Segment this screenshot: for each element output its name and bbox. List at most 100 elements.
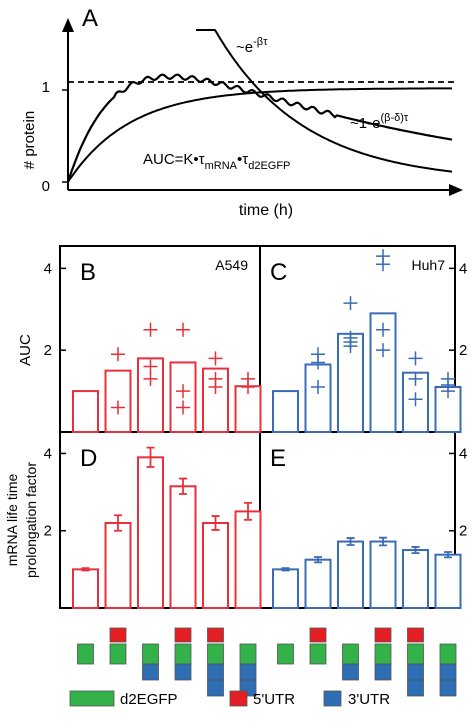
auc-sub-mrna: mRNA <box>205 160 238 172</box>
replicate-c-2-2 <box>311 355 325 370</box>
bar-e-5 <box>402 549 429 610</box>
panel-a-ylabel: # protein <box>21 111 38 169</box>
replicate-b-3-3 <box>143 371 158 386</box>
ytick-label-d-4: 4 <box>44 445 52 462</box>
bar-d-3 <box>137 456 164 609</box>
replicate-c-5-2 <box>408 371 423 386</box>
construct-left-5-d2egfp <box>207 643 224 665</box>
ytick-label-c-4: 4 <box>459 260 467 277</box>
bar-panels: B C D E A549 Huh7 AUC mRNA life time pro… <box>4 245 468 610</box>
rise-annotation-sup: (β-δ)τ <box>380 112 408 124</box>
replicate-b-5-3 <box>208 380 223 394</box>
panel-a-y-arrow <box>62 18 74 32</box>
constructs-layer <box>77 627 457 697</box>
auc-sub-d2egfp: d2EGFP <box>248 160 290 172</box>
construct-right-1-d2egfp <box>277 643 294 665</box>
construct-left-6-d2egfp <box>239 643 257 665</box>
construct-right-3-3utr-1 <box>342 663 359 681</box>
construct-right-5-d2egfp <box>407 643 424 665</box>
replicate-b-3-2 <box>143 359 158 374</box>
errorbar-e-1 <box>281 567 290 572</box>
replicate-b-4-2 <box>176 384 190 399</box>
construct-right-5-3utr-1 <box>407 663 424 681</box>
bar-e-6 <box>434 553 462 610</box>
decay-annotation: ~e-βτ <box>236 36 268 56</box>
replicate-b-4-1 <box>176 322 190 337</box>
bar-b-4 <box>169 361 197 434</box>
ticks-layer: 2 4 2 4 2 4 2 4 <box>44 260 468 539</box>
construct-left-4-d2egfp <box>174 643 192 665</box>
panel-a: A 1 0 # protein time (h) ~e-βτ ~1-e(β-δ)… <box>21 5 463 219</box>
replicate-c-4-3 <box>376 322 390 337</box>
decay-curve <box>196 29 453 173</box>
rise-curve <box>67 87 452 183</box>
auc-annotation: AUC=K•τmRNA•τd2EGFP <box>143 151 290 172</box>
legend-swatch-d2egfp <box>69 690 115 707</box>
construct-left-3-3utr-1 <box>142 663 159 681</box>
errorbar-d-1 <box>81 567 90 572</box>
bar-d-6 <box>234 510 262 609</box>
replicate-c-4-2 <box>376 257 390 272</box>
bar-d-2 <box>104 522 132 609</box>
construct-right-6-d2egfp <box>439 643 457 665</box>
construct-right-5-5utr <box>407 627 424 643</box>
panel-a-xlabel: time (h) <box>239 202 293 219</box>
construct-right-3-d2egfp <box>342 643 359 665</box>
replicate-c-3-1 <box>343 296 358 311</box>
construct-left-5-5utr <box>207 627 224 643</box>
replicate-b-2-1 <box>111 347 125 362</box>
bar-d-5 <box>202 522 229 609</box>
bar-c-2 <box>304 363 332 433</box>
panel-b-cell-line: A549 <box>215 257 248 273</box>
panel-d-ylabel-line2: prolongation factor <box>23 462 39 578</box>
construct-right-2-d2egfp <box>309 643 327 665</box>
construct-left-6-3utr-1 <box>239 663 257 681</box>
construct-left-4-5utr <box>174 627 192 643</box>
replicate-b-3-1 <box>143 322 158 337</box>
errorbar-d-4 <box>179 477 187 495</box>
panel-a-ytick-label-0: 0 <box>42 178 50 195</box>
legend-label-3utr: 3'UTR <box>348 691 390 708</box>
ytick-label-e-2: 2 <box>459 523 467 540</box>
replicate-b-2-2 <box>111 400 125 415</box>
panel-d-ylabel-line1: mRNA life time <box>4 474 20 567</box>
errorbar-e-6 <box>444 551 452 559</box>
panel-b-letter: B <box>80 259 96 286</box>
legend: d2EGFP 5'UTR 3'UTR <box>69 690 390 708</box>
construct-right-4-5utr <box>374 627 392 643</box>
replicate-c-4-4 <box>376 343 390 358</box>
rise-annotation: ~1-e(β-δ)τ <box>350 112 409 132</box>
panel-a-letter: A <box>82 5 98 32</box>
ytick-label-b-4: 4 <box>44 260 52 277</box>
construct-right-6-3utr-1 <box>439 663 457 681</box>
bar-e-4 <box>369 540 397 610</box>
construct-left-2-d2egfp <box>109 643 127 665</box>
errorbar-e-4 <box>379 536 387 547</box>
measured-curve <box>66 73 453 183</box>
construct-left-2-5utr <box>109 627 127 643</box>
ytick-label-e-4: 4 <box>459 445 467 462</box>
errorbar-d-6 <box>244 502 252 521</box>
bar-e-1 <box>272 568 299 610</box>
bar-c-1 <box>272 390 299 434</box>
replicate-b-6-2 <box>241 380 255 394</box>
panel-a-ytick-label-1: 1 <box>42 79 50 96</box>
legend-swatch-3utr <box>323 690 342 707</box>
replicate-c-5-1 <box>408 351 423 366</box>
errorbar-d-3 <box>146 446 155 468</box>
replicate-b-4-3 <box>176 400 190 415</box>
construct-left-4-3utr-1 <box>174 663 192 681</box>
construct-left-5-3utr-1 <box>207 663 224 681</box>
decay-annotation-sup: -βτ <box>253 36 268 48</box>
ytick-label-b-2: 2 <box>44 342 52 359</box>
bar-e-2 <box>304 558 332 609</box>
replicate-c-6-3 <box>441 384 455 399</box>
ytick-label-c-2: 2 <box>459 342 467 359</box>
panel-e-letter: E <box>270 445 286 472</box>
replicate-c-5-3 <box>408 392 423 407</box>
replicate-c-2-3 <box>311 380 325 394</box>
construct-right-4-3utr-1 <box>374 663 392 681</box>
construct-right-5-3utr-2 <box>407 679 424 697</box>
panel-a-x-arrow <box>449 184 463 196</box>
